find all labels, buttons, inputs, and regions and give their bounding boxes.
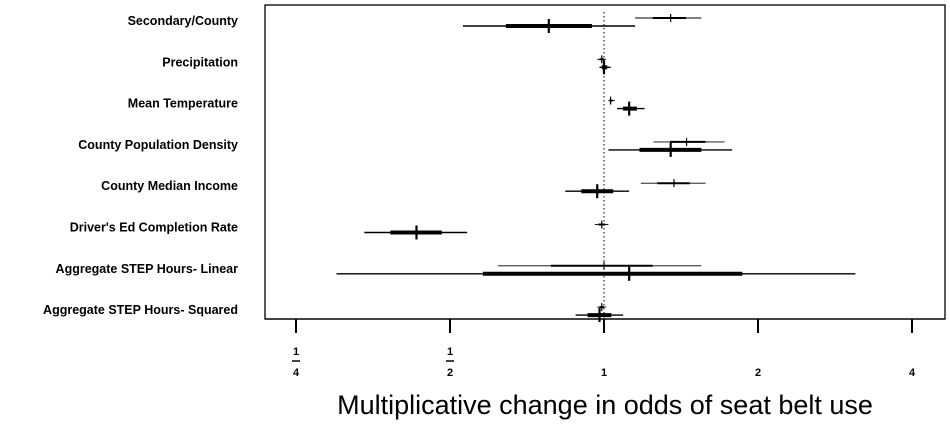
category-label: Precipitation (162, 55, 238, 69)
x-tick-label: 1 (601, 367, 607, 379)
category-label: Driver's Ed Completion Rate (70, 221, 238, 235)
category-label: Secondary/County (128, 14, 238, 28)
x-tick-numerator: 1 (293, 346, 299, 358)
x-tick-denominator: 2 (447, 367, 453, 379)
x-tick-label: 2 (755, 367, 761, 379)
x-tick-label: 4 (909, 367, 916, 379)
x-tick-denominator: 4 (293, 367, 300, 379)
category-label: Mean Temperature (128, 97, 238, 111)
category-labels: Secondary/County Precipitation Mean Temper… (43, 14, 238, 317)
category-label: Aggregate STEP Hours- Linear (56, 262, 239, 276)
x-axis-title: Multiplicative change in odds of seat be… (337, 390, 873, 420)
category-label: Aggregate STEP Hours- Squared (43, 303, 238, 317)
estimate-intervals (336, 14, 856, 323)
x-tick-numerator: 1 (447, 346, 453, 358)
category-label: County Population Density (78, 138, 238, 152)
x-axis-ticks: 1 4 1 2 1 2 4 (292, 319, 916, 379)
category-label: County Median Income (101, 179, 238, 193)
